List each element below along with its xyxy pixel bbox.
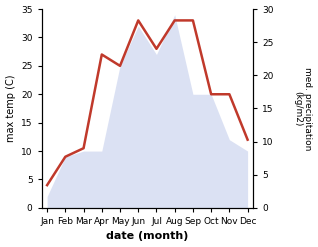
Y-axis label: med. precipitation
(kg/m2): med. precipitation (kg/m2) [293,67,313,150]
Y-axis label: max temp (C): max temp (C) [5,75,16,142]
X-axis label: date (month): date (month) [106,231,189,242]
